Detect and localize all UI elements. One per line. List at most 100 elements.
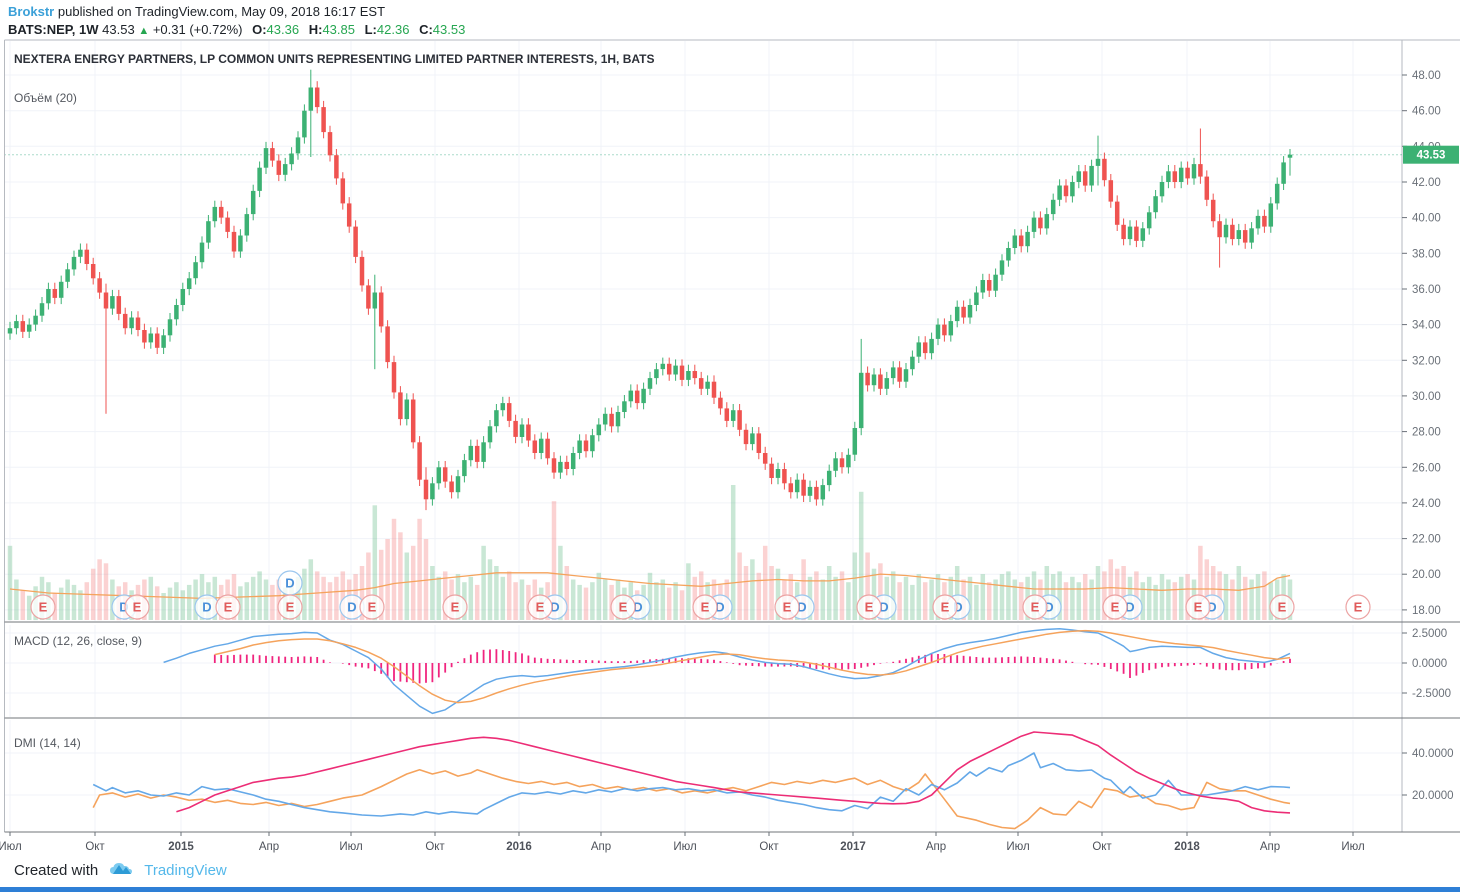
svg-text:E: E <box>368 600 377 615</box>
svg-text:Июл: Июл <box>673 841 696 853</box>
earnings-marker[interactable]: E <box>124 594 150 620</box>
svg-text:D: D <box>715 600 724 615</box>
time-axis[interactable] <box>4 832 1402 858</box>
earnings-marker[interactable]: E <box>1185 594 1211 620</box>
symbol-name[interactable]: BATS:NEP, 1W <box>8 22 99 37</box>
svg-text:D: D <box>285 576 294 591</box>
earnings-marker[interactable]: E <box>527 594 553 620</box>
svg-text:E: E <box>701 600 710 615</box>
dmi-indicator-label[interactable]: DMI (14, 14) <box>14 736 81 750</box>
low-label: L: <box>364 22 377 37</box>
svg-text:Апр: Апр <box>1260 841 1280 853</box>
gridlines <box>4 41 1402 831</box>
published-text: published on TradingView.com, May 09, 20… <box>57 4 386 19</box>
svg-text:0.0000: 0.0000 <box>1412 658 1447 670</box>
svg-text:D: D <box>797 600 806 615</box>
earnings-marker[interactable]: E <box>1269 594 1295 620</box>
svg-text:D: D <box>953 600 962 615</box>
svg-text:22.00: 22.00 <box>1412 534 1441 546</box>
tradingview-logo-icon[interactable] <box>108 861 138 880</box>
svg-text:Июл: Июл <box>339 841 362 853</box>
svg-text:46.00: 46.00 <box>1412 106 1441 118</box>
svg-text:Окт: Окт <box>85 841 105 853</box>
svg-text:Окт: Окт <box>759 841 779 853</box>
svg-text:48.00: 48.00 <box>1412 70 1441 82</box>
dividend-marker[interactable]: D <box>194 594 220 620</box>
up-arrow-icon: ▲ <box>138 25 150 37</box>
svg-text:30.00: 30.00 <box>1412 391 1441 403</box>
earnings-marker[interactable]: E <box>277 594 303 620</box>
high-label: H: <box>308 22 323 37</box>
svg-text:24.00: 24.00 <box>1412 498 1441 510</box>
svg-text:E: E <box>865 600 874 615</box>
svg-text:2017: 2017 <box>840 841 866 853</box>
price-change: +0.31 (+0.72%) <box>152 22 243 37</box>
earnings-marker[interactable]: E <box>774 594 800 620</box>
close-label: C: <box>419 22 433 37</box>
volume-ma-line <box>9 572 1291 600</box>
svg-text:28.00: 28.00 <box>1412 427 1441 439</box>
svg-text:40.0000: 40.0000 <box>1412 748 1454 760</box>
svg-text:D: D <box>1207 600 1216 615</box>
svg-text:E: E <box>286 600 295 615</box>
svg-text:20.00: 20.00 <box>1412 569 1441 581</box>
created-with-text: Created with <box>14 862 99 879</box>
svg-text:E: E <box>783 600 792 615</box>
svg-text:E: E <box>133 600 142 615</box>
svg-text:2018: 2018 <box>1174 841 1200 853</box>
last-price: 43.53 <box>102 22 135 37</box>
header: Brokstr published on TradingView.com, Ma… <box>8 3 465 38</box>
svg-text:32.00: 32.00 <box>1412 355 1441 367</box>
svg-text:Июл: Июл <box>0 841 22 853</box>
earnings-marker[interactable]: E <box>215 594 241 620</box>
macd-histogram <box>213 649 1291 684</box>
bottom-accent-bar <box>0 887 1460 892</box>
macd-indicator-label[interactable]: MACD (12, 26, close, 9) <box>14 634 143 648</box>
earnings-marker[interactable]: E <box>856 594 882 620</box>
earnings-marker[interactable]: E <box>932 594 958 620</box>
low-value: 42.36 <box>376 22 410 37</box>
earnings-marker[interactable]: E <box>1102 594 1128 620</box>
svg-text:D: D <box>347 600 356 615</box>
earnings-marker[interactable]: E <box>359 594 385 620</box>
svg-text:E: E <box>451 600 460 615</box>
price-axis[interactable] <box>1403 40 1460 832</box>
svg-text:Апр: Апр <box>926 841 946 853</box>
svg-text:40.00: 40.00 <box>1412 213 1441 225</box>
symbol-line: BATS:NEP, 1W 43.53 ▲ +0.31 (+0.72%) O: 43… <box>8 21 465 38</box>
svg-text:D: D <box>879 600 888 615</box>
svg-text:Апр: Апр <box>591 841 611 853</box>
author-link[interactable]: Brokstr <box>8 4 55 19</box>
svg-text:E: E <box>941 600 950 615</box>
volume-indicator-label[interactable]: Объём (20) <box>14 91 77 105</box>
svg-text:2.5000: 2.5000 <box>1412 628 1447 640</box>
close-value: 43.53 <box>432 22 466 37</box>
earnings-marker[interactable]: E <box>610 594 636 620</box>
svg-text:38.00: 38.00 <box>1412 248 1441 260</box>
footer: Created with TradingView <box>14 861 227 880</box>
svg-text:D: D <box>1044 600 1053 615</box>
earnings-marker[interactable]: E <box>1022 594 1048 620</box>
svg-text:E: E <box>1031 600 1040 615</box>
svg-text:2016: 2016 <box>506 841 532 853</box>
chart-title: NEXTERA ENERGY PARTNERS, LP COMMON UNITS… <box>14 52 655 66</box>
svg-text:E: E <box>1111 600 1120 615</box>
svg-text:E: E <box>619 600 628 615</box>
svg-text:20.0000: 20.0000 <box>1412 790 1454 802</box>
high-value: 43.85 <box>322 22 355 37</box>
earnings-marker[interactable]: E <box>1345 594 1371 620</box>
earnings-marker[interactable]: E <box>692 594 718 620</box>
earnings-marker[interactable]: E <box>30 594 56 620</box>
dmi-plus-di-line <box>92 752 1291 817</box>
open-label: O: <box>252 22 267 37</box>
tradingview-brand-link[interactable]: TradingView <box>144 862 227 879</box>
svg-text:D: D <box>1125 600 1134 615</box>
svg-text:42.00: 42.00 <box>1412 177 1441 189</box>
svg-text:Июл: Июл <box>1006 841 1029 853</box>
svg-text:Июл: Июл <box>1341 841 1364 853</box>
dividend-marker[interactable]: D <box>277 570 303 596</box>
svg-text:D: D <box>550 600 559 615</box>
earnings-marker[interactable]: E <box>442 594 468 620</box>
svg-text:Окт: Окт <box>425 841 445 853</box>
